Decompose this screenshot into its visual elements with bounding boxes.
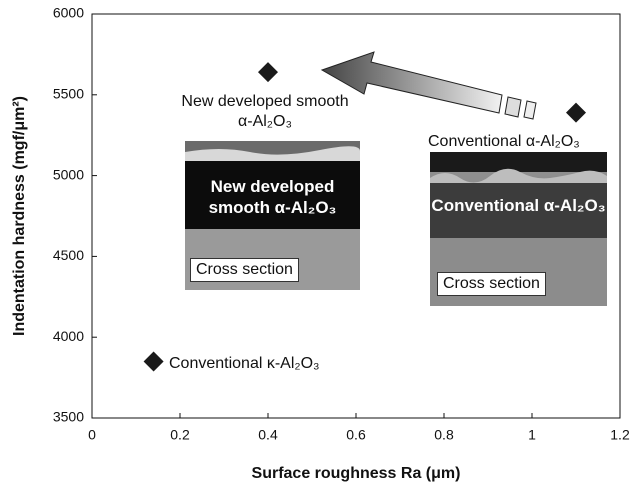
y-tick-label: 3500 <box>53 409 84 425</box>
y-tick-label: 5500 <box>53 86 84 102</box>
arrow <box>320 51 537 120</box>
y-tick-label: 4000 <box>53 328 84 344</box>
inset-caption: Cross section <box>190 258 299 282</box>
x-tick-label: 0.6 <box>346 427 366 443</box>
point <box>258 62 278 83</box>
point-label: Conventional α-Al₂O₃ <box>428 133 580 150</box>
x-tick-label: 0.8 <box>434 427 454 443</box>
inset-caption: Cross section <box>437 272 546 296</box>
x-tick-label: 0 <box>88 427 96 443</box>
point-label: Conventional κ-Al₂O₃ <box>169 355 320 372</box>
point-label: New developed smooth α-Al₂O₃ <box>181 93 349 130</box>
y-tick-label: 6000 <box>53 5 84 21</box>
x-tick-label: 0.2 <box>170 427 190 443</box>
inset-label: Conventional α-Al₂O₃ <box>431 196 606 215</box>
x-axis-title: Surface roughness Ra (μm) <box>252 465 461 482</box>
x-tick-label: 0.4 <box>258 427 278 443</box>
y-tick-label: 4500 <box>53 247 84 263</box>
y-axis-title: Indentation hardness (mgf/μm²) <box>11 96 28 336</box>
x-tick-label: 1.2 <box>610 427 630 443</box>
x-tick-label: 1 <box>528 427 536 443</box>
point <box>566 102 586 123</box>
inset-label: New developed smooth α-Al₂O₃ <box>208 177 337 217</box>
point <box>143 351 164 372</box>
y-tick-label: 5000 <box>53 166 84 182</box>
